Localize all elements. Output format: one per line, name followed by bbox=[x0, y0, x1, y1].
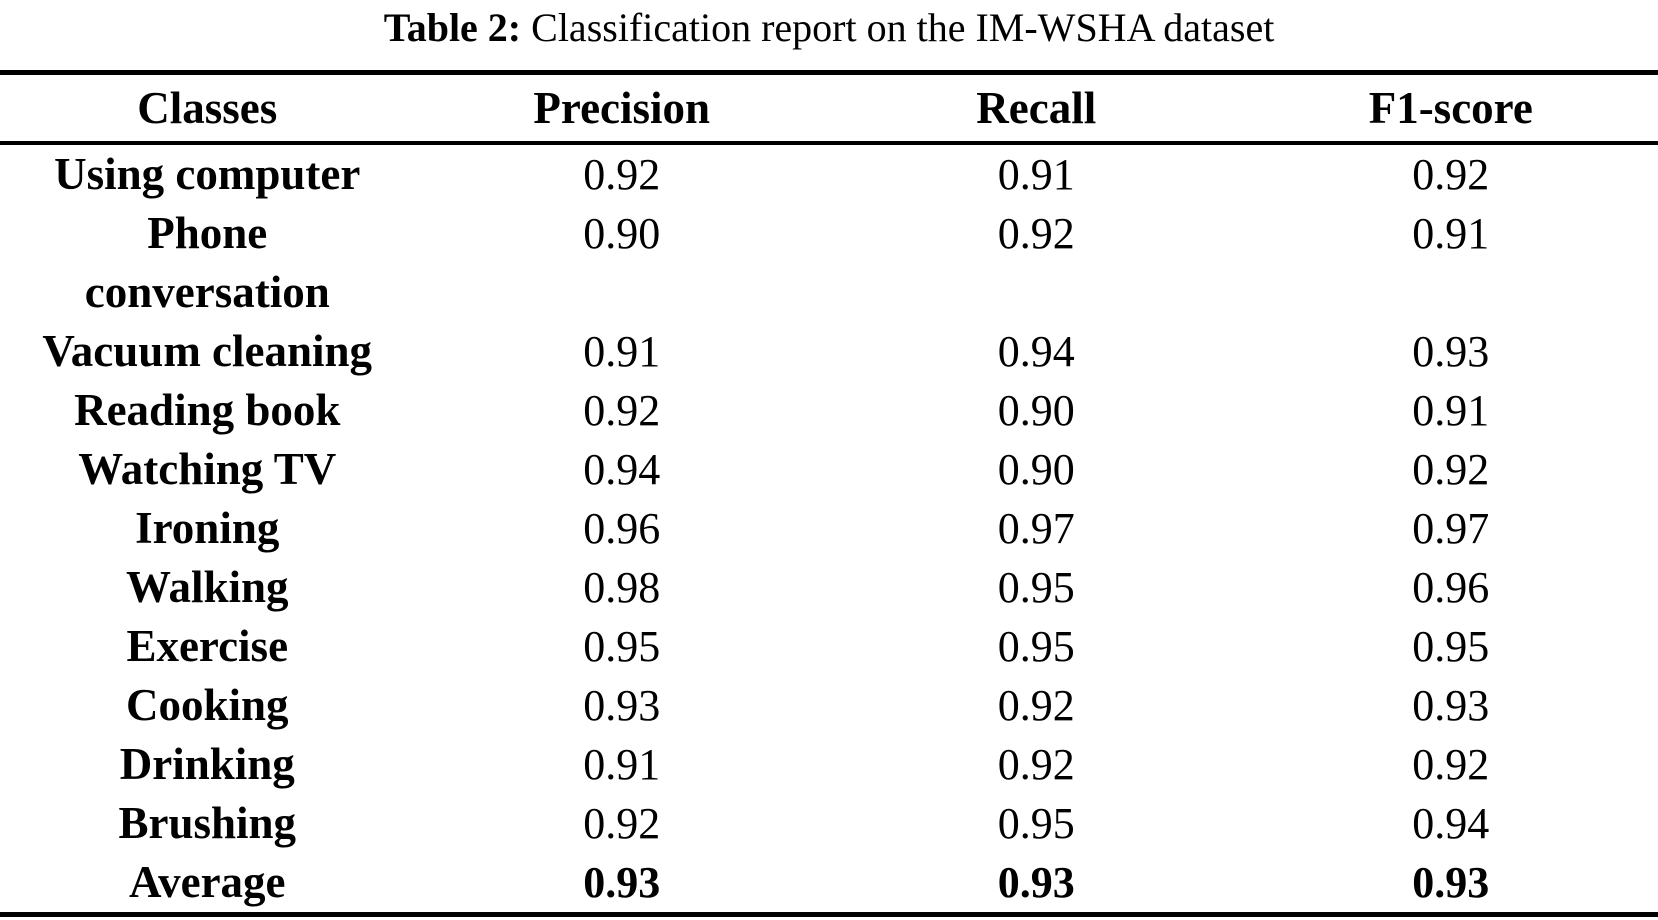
class-label: Phone conversation bbox=[84, 208, 330, 317]
precision-cell: 0.92 bbox=[583, 386, 661, 435]
recall-cell: 0.97 bbox=[997, 504, 1075, 553]
precision-cell: 0.95 bbox=[583, 622, 661, 671]
table-row: Watching TV 0.94 0.90 0.92 bbox=[0, 440, 1658, 499]
precision-cell: 0.93 bbox=[583, 681, 661, 730]
f1-cell: 0.95 bbox=[1412, 622, 1490, 671]
precision-cell: 0.90 bbox=[583, 209, 661, 258]
table-caption-label: Table 2: bbox=[383, 5, 522, 50]
class-label: Walking bbox=[125, 562, 289, 612]
recall-cell: 0.90 bbox=[997, 386, 1075, 435]
table-row: Reading book 0.92 0.90 0.91 bbox=[0, 381, 1658, 440]
table-row: Drinking 0.91 0.92 0.92 bbox=[0, 735, 1658, 794]
precision-cell: 0.93 bbox=[583, 858, 661, 907]
precision-cell: 0.91 bbox=[583, 327, 661, 376]
f1-cell: 0.92 bbox=[1412, 445, 1490, 494]
recall-cell: 0.90 bbox=[997, 445, 1075, 494]
classification-report-table: Classes Precision Recall F1-score Using … bbox=[0, 70, 1658, 917]
class-cell: Cooking bbox=[0, 676, 415, 735]
class-label: Using computer bbox=[54, 149, 361, 199]
precision-cell: 0.91 bbox=[583, 740, 661, 789]
f1-cell: 0.93 bbox=[1412, 858, 1490, 907]
precision-cell: 0.92 bbox=[583, 799, 661, 848]
class-label: Watching TV bbox=[78, 444, 337, 494]
table-caption-text: Classification report on the IM-WSHA dat… bbox=[521, 5, 1275, 50]
class-cell: Drinking bbox=[0, 735, 415, 794]
table-row: Ironing 0.96 0.97 0.97 bbox=[0, 499, 1658, 558]
table-row: Brushing 0.92 0.95 0.94 bbox=[0, 794, 1658, 853]
class-cell: Average bbox=[0, 853, 415, 915]
column-header-precision: Precision bbox=[414, 72, 829, 145]
recall-cell: 0.95 bbox=[997, 563, 1075, 612]
class-cell: Watching TV bbox=[0, 440, 415, 499]
class-cell: Vacuum cleaning bbox=[0, 322, 415, 381]
recall-cell: 0.92 bbox=[997, 209, 1075, 258]
class-cell: Ironing bbox=[0, 499, 415, 558]
f1-cell: 0.92 bbox=[1412, 150, 1490, 199]
table-row: Using computer 0.92 0.91 0.92 bbox=[0, 143, 1658, 204]
column-header-classes: Classes bbox=[0, 72, 415, 145]
precision-cell: 0.94 bbox=[583, 445, 661, 494]
table-caption: Table 2: Classification report on the IM… bbox=[0, 0, 1658, 70]
table-row: Vacuum cleaning 0.91 0.94 0.93 bbox=[0, 322, 1658, 381]
recall-cell: 0.91 bbox=[997, 150, 1075, 199]
recall-cell: 0.92 bbox=[997, 740, 1075, 789]
class-label: Average bbox=[128, 857, 286, 907]
class-cell: Exercise bbox=[0, 617, 415, 676]
f1-cell: 0.93 bbox=[1412, 327, 1490, 376]
recall-cell: 0.95 bbox=[997, 799, 1075, 848]
table-header-row: Classes Precision Recall F1-score bbox=[0, 72, 1658, 145]
f1-cell: 0.93 bbox=[1412, 681, 1490, 730]
f1-cell: 0.94 bbox=[1412, 799, 1490, 848]
column-header-f1-score: F1-score bbox=[1243, 72, 1658, 145]
table-row: Cooking 0.93 0.92 0.93 bbox=[0, 676, 1658, 735]
class-label: Cooking bbox=[125, 680, 289, 730]
precision-cell: 0.98 bbox=[583, 563, 661, 612]
class-label: Exercise bbox=[126, 621, 289, 671]
recall-cell: 0.95 bbox=[997, 622, 1075, 671]
f1-cell: 0.96 bbox=[1412, 563, 1490, 612]
table-row-average: Average 0.93 0.93 0.93 bbox=[0, 853, 1658, 915]
column-header-recall: Recall bbox=[829, 72, 1244, 145]
recall-cell: 0.92 bbox=[997, 681, 1075, 730]
class-cell: Reading book bbox=[0, 381, 415, 440]
f1-cell: 0.97 bbox=[1412, 504, 1490, 553]
f1-cell: 0.92 bbox=[1412, 740, 1490, 789]
precision-cell: 0.96 bbox=[583, 504, 661, 553]
f1-cell: 0.91 bbox=[1412, 209, 1490, 258]
table-row: Phone conversation 0.90 0.92 0.91 bbox=[0, 204, 1658, 322]
precision-cell: 0.92 bbox=[583, 150, 661, 199]
recall-cell: 0.94 bbox=[997, 327, 1075, 376]
class-cell: Using computer bbox=[0, 143, 415, 204]
f1-cell: 0.91 bbox=[1412, 386, 1490, 435]
class-cell: Phone conversation bbox=[0, 204, 415, 322]
table-row: Walking 0.98 0.95 0.96 bbox=[0, 558, 1658, 617]
class-cell: Walking bbox=[0, 558, 415, 617]
class-label: Reading book bbox=[74, 385, 341, 435]
class-cell: Brushing bbox=[0, 794, 415, 853]
class-label: Brushing bbox=[118, 798, 297, 848]
recall-cell: 0.93 bbox=[997, 858, 1075, 907]
table-row: Exercise 0.95 0.95 0.95 bbox=[0, 617, 1658, 676]
class-label: Ironing bbox=[135, 503, 280, 553]
class-label: Vacuum cleaning bbox=[42, 326, 373, 376]
class-label: Drinking bbox=[119, 739, 295, 789]
